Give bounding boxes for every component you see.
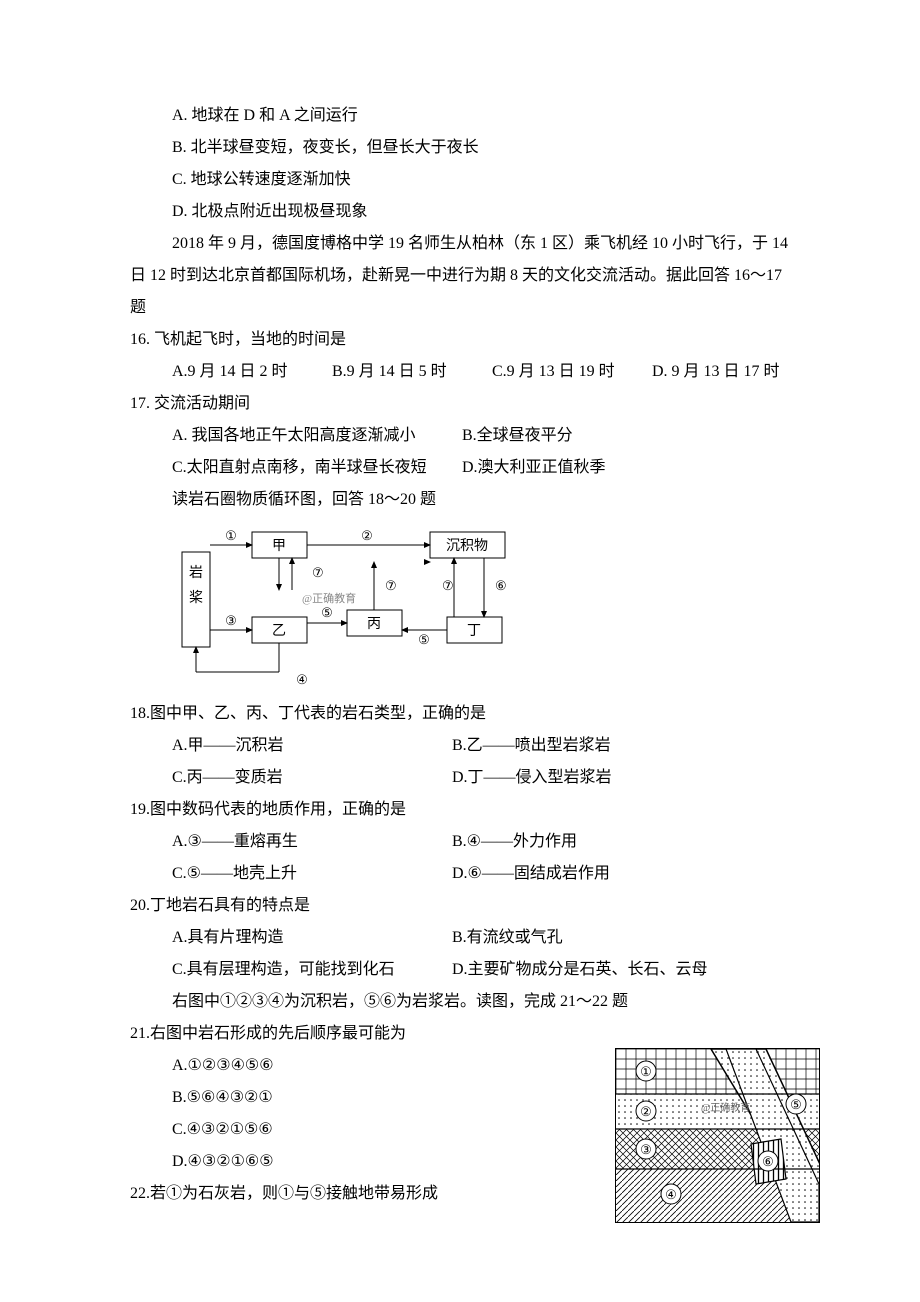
q17-option-c: C.太阳直射点南移，南半球昼长夜短 xyxy=(172,452,462,484)
passage-2: 读岩石圈物质循环图，回答 18～20 题 xyxy=(130,484,800,516)
rock-cycle-diagram: 岩 桨 甲 乙 丙 丁 沉积物 ① ② ③ ④ ⑤ ⑤ ⑥ ⑦ ⑦ ⑦ @正确教… xyxy=(172,522,532,692)
q19-stem: 19.图中数码代表的地质作用，正确的是 xyxy=(130,794,800,826)
q18-stem: 18.图中甲、乙、丙、丁代表的岩石类型，正确的是 xyxy=(130,698,800,730)
q19-option-c: C.⑤——地壳上升 xyxy=(172,858,452,890)
q17-option-d: D.澳大利亚正值秋季 xyxy=(462,452,752,484)
geo-label-1: ① xyxy=(640,1064,652,1079)
geo-label-3: ③ xyxy=(640,1142,652,1157)
geo-label-6: ⑥ xyxy=(762,1154,774,1169)
num-3: ③ xyxy=(225,613,237,628)
box-chenji: 沉积物 xyxy=(446,538,488,554)
num-6: ⑥ xyxy=(495,578,507,593)
q21-stem: 21.右图中岩石形成的先后顺序最可能为 xyxy=(130,1018,800,1050)
geology-cross-section-figure: ① ② ③ ④ ⑤ ⑥ @正确教育 xyxy=(615,1048,820,1223)
box-yanjiang-ch1: 岩 xyxy=(189,565,203,581)
q18-option-b: B.乙——喷出型岩浆岩 xyxy=(452,730,732,762)
svg-text:桨: 桨 xyxy=(189,589,203,606)
q15-option-d: D. 北极点附近出现极昼现象 xyxy=(130,196,800,228)
q16-option-b: B.9 月 14 日 5 时 xyxy=(332,356,492,388)
q17-option-a: A. 我国各地正午太阳高度逐渐减小 xyxy=(172,420,462,452)
q20-option-a: A.具有片理构造 xyxy=(172,922,452,954)
num-7a: ⑦ xyxy=(385,578,397,593)
num-7b: ⑦ xyxy=(312,565,324,580)
q20-option-b: B.有流纹或气孔 xyxy=(452,922,732,954)
q20-option-c: C.具有层理构造，可能找到化石 xyxy=(172,954,452,986)
q16-stem: 16. 飞机起飞时，当地的时间是 xyxy=(130,324,800,356)
q16-option-c: C.9 月 13 日 19 时 xyxy=(492,356,652,388)
q16-option-d: D. 9 月 13 日 17 时 xyxy=(652,356,812,388)
box-bing: 丙 xyxy=(367,617,381,632)
passage-line-3: 题 xyxy=(130,292,800,324)
num-4: ④ xyxy=(296,672,308,687)
box-ding: 丁 xyxy=(467,624,481,639)
q20-stem: 20.丁地岩石具有的特点是 xyxy=(130,890,800,922)
num-5a: ⑤ xyxy=(321,605,333,620)
q19-option-b: B.④——外力作用 xyxy=(452,826,732,858)
q17-stem: 17. 交流活动期间 xyxy=(130,388,800,420)
num-1: ① xyxy=(225,528,237,543)
q19-option-a: A.③——重熔再生 xyxy=(172,826,452,858)
q17-option-b: B.全球昼夜平分 xyxy=(462,420,752,452)
q15-option-b: B. 北半球昼变短，夜变长，但昼长大于夜长 xyxy=(130,132,800,164)
geo-watermark: @正确教育 xyxy=(701,1101,750,1114)
q15-option-c: C. 地球公转速度逐渐加快 xyxy=(130,164,800,196)
num-5b: ⑤ xyxy=(418,632,430,647)
q18-option-c: C.丙——变质岩 xyxy=(172,762,452,794)
q15-option-a: A. 地球在 D 和 A 之间运行 xyxy=(130,100,800,132)
box-jia: 甲 xyxy=(272,539,286,554)
passage-line-1: 2018 年 9 月，德国度博格中学 19 名师生从柏林（东 1 区）乘飞机经 … xyxy=(130,228,800,260)
geo-label-5: ⑤ xyxy=(790,1097,802,1112)
passage-3: 右图中①②③④为沉积岩，⑤⑥为岩浆岩。读图，完成 21～22 题 xyxy=(130,986,800,1018)
q18-option-d: D.丁——侵入型岩浆岩 xyxy=(452,762,732,794)
q18-option-a: A.甲——沉积岩 xyxy=(172,730,452,762)
passage-line-2: 日 12 时到达北京首都国际机场，赴新晃一中进行为期 8 天的文化交流活动。据此… xyxy=(130,260,800,292)
box-yi: 乙 xyxy=(272,623,286,639)
geo-label-4: ④ xyxy=(665,1187,677,1202)
num-2: ② xyxy=(361,528,373,543)
q16-option-a: A.9 月 14 日 2 时 xyxy=(172,356,332,388)
q20-option-d: D.主要矿物成分是石英、长石、云母 xyxy=(452,954,708,986)
geo-label-2: ② xyxy=(640,1104,652,1119)
diagram-watermark: @正确教育 xyxy=(302,591,356,605)
num-7c: ⑦ xyxy=(442,578,454,593)
q19-option-d: D.⑥——固结成岩作用 xyxy=(452,858,732,890)
